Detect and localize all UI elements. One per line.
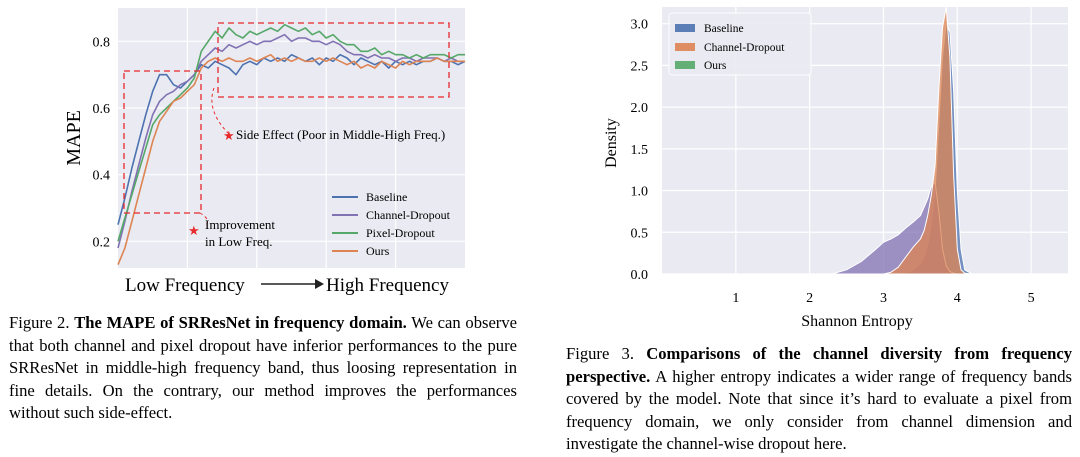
density-areas: [831, 6, 974, 275]
improvement-annotation-line2: in Low Freq.: [205, 234, 273, 249]
legend: Baseline Channel-Dropout Ours: [668, 12, 812, 76]
caption-body: A higher entropy indicates a wider range…: [566, 366, 1072, 454]
y-tick-label: 2.0: [631, 101, 649, 116]
y-tick-label: 0.0: [631, 268, 649, 283]
density-area-ours: [831, 6, 973, 275]
caption-body: We can observe that both channel and pix…: [9, 313, 517, 423]
legend-channel-dropout: Channel-Dropout: [704, 42, 785, 54]
side-effect-star-icon: ★: [223, 128, 235, 143]
high-frequency-highlight-box: [217, 22, 450, 98]
legend-channel-dropout: Channel-Dropout: [366, 208, 451, 222]
x-tick-label: 1: [732, 291, 739, 306]
y-tick-labels: 0.0 0.5 1.0 1.5 2.0 2.5 3.0: [631, 18, 649, 283]
figure-3-chart: 0.0 0.5 1.0 1.5 2.0 2.5 3.0 1 2 3 4 5 Density Shan…: [603, 6, 1068, 330]
y-tick-label: 1.0: [631, 185, 649, 200]
y-tick-labels: 0.2 0.4 0.6 0.8: [93, 35, 111, 250]
x-axis-arrowhead: [315, 279, 324, 289]
caption-title: The MAPE of SRResNet in frequency domain…: [74, 313, 407, 332]
x-tick-label: 3: [880, 291, 887, 306]
y-tick-label: 2.5: [631, 59, 649, 74]
improvement-star-icon: ★: [188, 223, 200, 238]
y-tick-label: 3.0: [631, 18, 649, 33]
improvement-arrow: [199, 212, 209, 227]
caption-label: Figure 3.: [566, 344, 634, 363]
y-tick-label: 0.6: [93, 102, 111, 117]
caption-label: Figure 2.: [9, 313, 70, 332]
x-tick-label: 4: [954, 291, 961, 306]
y-axis-label: MAPE: [63, 110, 85, 166]
y-axis-label: Density: [603, 118, 620, 168]
y-tick-label: 0.4: [93, 169, 111, 184]
caption-title: Comparisons of the channel diversity fro…: [566, 344, 1073, 386]
legend-pixel-dropout: Pixel-Dropout: [366, 226, 435, 240]
x-tick-labels: 1 2 3 4 5: [732, 291, 1034, 306]
y-tick-label: 1.5: [631, 143, 649, 158]
y-tick-label: 0.8: [93, 35, 111, 50]
figure-2-chart: 0.2 0.4 0.6 0.8 MAPE ★ Improvement in Low F…: [63, 8, 466, 296]
y-tick-label: 0.2: [93, 235, 111, 250]
x-tick-label: 2: [806, 291, 813, 306]
plot-background: [118, 8, 465, 268]
y-tick-label: 0.5: [631, 226, 649, 241]
x-axis-label: Shannon Entropy: [801, 313, 913, 330]
side-effect-annotation: Side Effect (Poor in Middle-High Freq.): [236, 127, 445, 142]
series-line-pixel-dropout: [117, 23, 465, 242]
figure-2-caption: Figure 2. The MAPE of SRResNet in freque…: [9, 312, 517, 425]
series-line-ours: [117, 53, 465, 266]
x-axis-label-high: High Frequency: [326, 275, 449, 296]
figure-3-caption: Figure 3. Comparisons of the channel div…: [566, 343, 1072, 456]
grid-lines: [118, 8, 465, 268]
improvement-annotation-line1: Improvement: [205, 217, 275, 232]
x-tick-label: 5: [1028, 291, 1035, 306]
legend: Baseline Channel-Dropout Pixel-Dropout O…: [332, 190, 451, 258]
legend-ours: Ours: [704, 60, 727, 72]
x-axis-label-low: Low Frequency: [125, 275, 245, 296]
side-effect-arrow: [211, 87, 229, 134]
series-lines: [117, 23, 466, 266]
series-line-channel-dropout: [117, 33, 465, 249]
series-line-baseline: [117, 53, 466, 225]
legend-baseline: Baseline: [366, 190, 407, 204]
legend-ours: Ours: [366, 244, 390, 258]
legend-baseline: Baseline: [704, 23, 744, 35]
